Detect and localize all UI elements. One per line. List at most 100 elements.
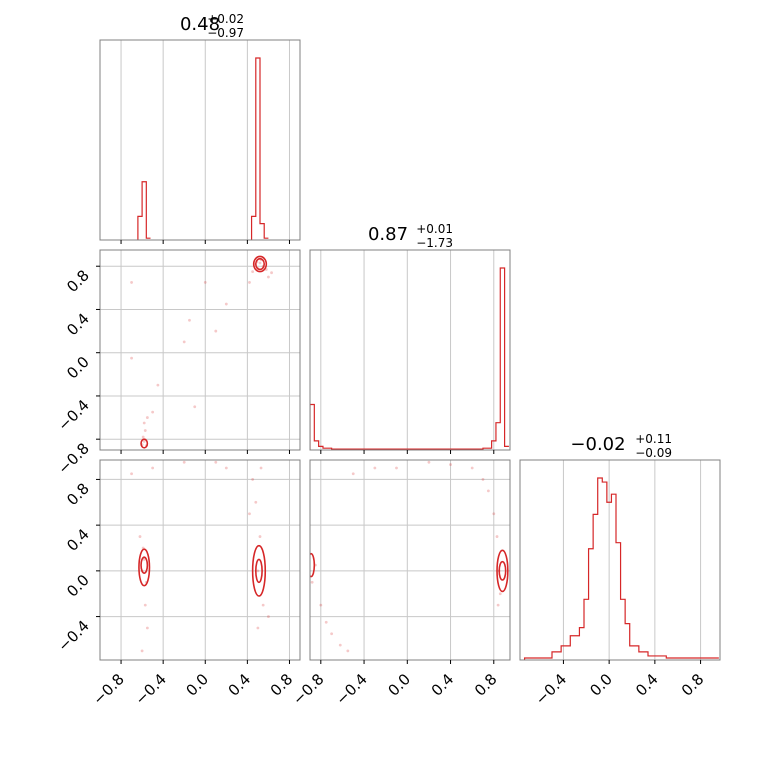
title-param-1-sub: −0.97 — [207, 26, 244, 40]
title-param-2-sup: +0.01 — [416, 222, 453, 236]
scatter-point — [481, 478, 485, 481]
contour-level — [251, 544, 267, 597]
scatter-point — [351, 472, 355, 476]
scatter-point — [324, 620, 328, 624]
scatter-point — [214, 460, 218, 464]
scatter-point — [130, 281, 133, 284]
scatter-point — [145, 416, 149, 419]
scatter-point — [248, 281, 251, 284]
scatter-point — [224, 302, 228, 306]
p0-p1-frame — [99, 249, 301, 451]
p1-p2-frame — [309, 459, 511, 661]
p0-p2-yticklabel: −0.4 — [54, 617, 92, 655]
scatter-point — [182, 460, 186, 464]
p2-marginal-ticks — [562, 660, 702, 664]
scatter-point — [141, 435, 145, 439]
histogram-bin — [616, 543, 621, 660]
p0-p2-points — [130, 460, 270, 653]
scatter-point — [449, 463, 452, 466]
p1-marginal-grid — [320, 250, 495, 450]
scatter-point — [470, 466, 474, 470]
scatter-point — [142, 421, 146, 425]
title-param-3-sup: +0.11 — [635, 432, 672, 446]
p1-p2-xticklabel: −0.8 — [289, 670, 327, 708]
contour-level — [254, 558, 263, 584]
scatter-point — [130, 356, 133, 360]
p0-p1-yticklabel: 0.0 — [63, 353, 93, 383]
p0-p1-contours — [140, 255, 268, 449]
p1-p2-ticks — [320, 660, 495, 664]
scatter-point — [267, 615, 270, 618]
scatter-point — [270, 271, 273, 275]
histogram-bin — [593, 514, 598, 660]
title-param-2: 0.87 — [368, 224, 408, 245]
histogram-bin — [138, 216, 142, 240]
contour-level — [140, 438, 149, 449]
scatter-point — [145, 626, 149, 630]
p0-p2-yticklabel: 0.4 — [63, 525, 93, 555]
histogram-bin — [552, 652, 561, 660]
scatter-point — [259, 466, 263, 470]
p1-marginal-frame — [309, 249, 511, 451]
p0-p2-yticklabel: 0.8 — [63, 480, 93, 510]
p0-marginal-bars — [137, 57, 269, 240]
p0-p2-xticklabel: 0.4 — [225, 670, 255, 700]
scatter-point — [256, 626, 260, 630]
p1-marginal-step-line — [310, 267, 509, 450]
scatter-point — [261, 603, 265, 607]
p0-p1-yticklabel: −0.8 — [54, 439, 92, 477]
p2-marginal-step-line — [523, 477, 719, 660]
histogram-bin — [561, 646, 570, 660]
p2-marginal-xticklabel: 0.8 — [678, 670, 708, 700]
scatter-point — [143, 429, 147, 432]
histogram-bin — [598, 478, 603, 660]
scatter-point — [143, 603, 147, 607]
scatter-point — [496, 603, 500, 607]
histogram-bin — [142, 182, 146, 240]
p2-marginal-xticklabels: −0.4 0.0 0.4 0.8 — [532, 670, 708, 708]
scatter-point — [346, 649, 350, 653]
contour-level — [138, 548, 151, 587]
p1-p2-points — [310, 460, 502, 653]
histogram-bin — [589, 549, 594, 660]
scatter-point — [224, 466, 228, 470]
scatter-point — [182, 340, 186, 344]
scatter-point — [258, 261, 262, 265]
histogram-bin — [639, 652, 648, 660]
p1-marginal-ticks — [320, 450, 495, 454]
scatter-point — [498, 592, 502, 596]
scatter-point — [338, 643, 342, 647]
p0-p1-ticks — [96, 265, 290, 454]
scatter-point — [427, 460, 431, 464]
scatter-point — [395, 466, 398, 470]
contour-level — [254, 257, 266, 271]
histogram-bin — [625, 624, 630, 660]
histogram-bin — [252, 216, 256, 240]
p1-p2-grid — [310, 460, 510, 660]
contour-level — [252, 255, 268, 273]
scatter-point — [130, 472, 133, 476]
contour-level — [498, 560, 507, 581]
histogram-bin — [570, 636, 579, 660]
scatter-point — [138, 535, 142, 538]
histogram-bin — [260, 224, 264, 240]
p1-p2-contours — [310, 549, 509, 593]
title-param-3: −0.02 — [570, 434, 625, 455]
histogram-bin — [579, 628, 584, 660]
scatter-point — [203, 281, 207, 284]
contour-level — [140, 556, 149, 574]
p0-marginal-step-line — [137, 57, 269, 240]
histogram-bin — [500, 268, 504, 450]
p0-p2-frame — [99, 459, 301, 661]
histogram-bin — [611, 494, 616, 660]
scatter-point — [258, 535, 262, 538]
p0-p2-xticklabel: −0.4 — [131, 670, 169, 708]
scatter-point — [156, 383, 160, 387]
histogram-bin — [584, 599, 589, 660]
contour-level — [496, 549, 509, 593]
p0-p2-xticklabels: −0.8 −0.4 0.0 0.4 0.8 — [89, 670, 296, 708]
p1-p2-xticklabel: 0.8 — [471, 670, 501, 700]
title-param-3-sub: −0.09 — [635, 446, 672, 460]
p2-marginal-frame — [519, 459, 721, 661]
p0-p1-yticklabel: 0.4 — [63, 310, 93, 340]
